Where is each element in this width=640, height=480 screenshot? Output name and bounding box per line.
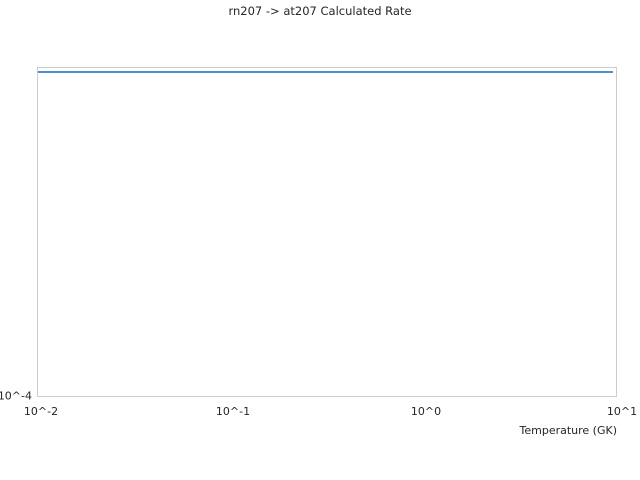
chart-title: rn207 -> at207 Calculated Rate [228, 4, 412, 18]
x-tick-label-3: 10^0 [410, 405, 442, 418]
x-tick-label-1: 10^-2 [23, 405, 59, 418]
x-tick-label-4: 10^1 [606, 405, 638, 418]
y-tick-label-1: 10^-4 [0, 389, 32, 403]
x-axis-label: Temperature (GK) [519, 424, 618, 437]
plot-axes [37, 67, 617, 397]
x-tick-label-2: 10^-1 [215, 405, 251, 418]
series-line-rn207-at207 [38, 71, 613, 73]
plot-area [38, 68, 616, 396]
